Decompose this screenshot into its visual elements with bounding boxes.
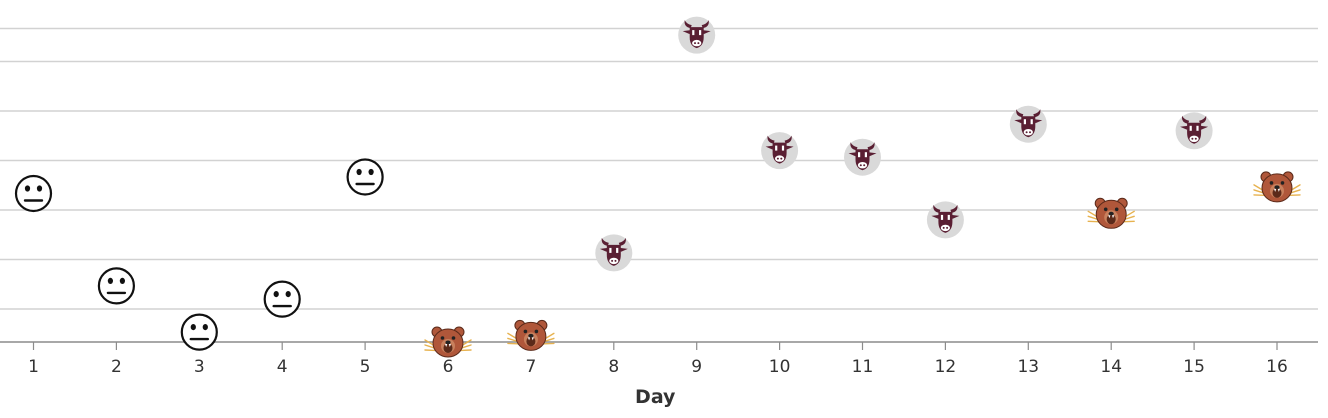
x-tick-label: 14 (1100, 357, 1122, 377)
y-gridlines (0, 27, 1318, 310)
x-tick-label: 9 (691, 357, 702, 377)
data-points (14, 16, 1301, 358)
x-tick-label: 8 (608, 357, 619, 377)
x-axis-ticks: 1 2 3 4 5 6 7 8 9 10 11 12 13 14 15 16 (28, 342, 1288, 377)
data-point-bull-icon (761, 132, 799, 170)
data-point-neutral-face-icon (346, 158, 384, 196)
x-tick-label: 16 (1266, 357, 1288, 377)
x-tick-label: 12 (935, 357, 957, 377)
x-tick-label: 3 (194, 357, 205, 377)
x-tick-label: 1 (28, 357, 39, 377)
data-point-bear-icon (507, 319, 555, 351)
data-point-neutral-face-icon (97, 267, 136, 305)
x-tick-label: 15 (1183, 357, 1205, 377)
data-point-bear-icon (1087, 197, 1135, 229)
data-point-bull-icon (1009, 105, 1047, 143)
data-point-neutral-face-icon (263, 280, 301, 318)
data-point-neutral-face-icon (180, 313, 218, 351)
data-point-bull-icon (926, 201, 964, 239)
x-tick-label: 5 (360, 357, 371, 377)
data-point-bear-icon (1253, 171, 1301, 203)
x-tick-label: 10 (769, 357, 791, 377)
x-axis-title: Day (635, 386, 676, 408)
data-point-bull-icon (595, 234, 633, 272)
data-point-neutral-face-icon (14, 174, 53, 213)
data-point-bull-icon (678, 16, 716, 54)
x-tick-label: 13 (1017, 357, 1039, 377)
x-tick-label: 2 (111, 357, 122, 377)
data-point-bull-icon (1175, 112, 1213, 150)
x-tick-label: 6 (443, 357, 454, 377)
x-tick-label: 11 (852, 357, 874, 377)
x-tick-label: 4 (277, 357, 288, 377)
x-tick-label: 7 (525, 357, 536, 377)
data-point-bear-icon (424, 326, 472, 358)
data-point-bull-icon (844, 138, 881, 176)
